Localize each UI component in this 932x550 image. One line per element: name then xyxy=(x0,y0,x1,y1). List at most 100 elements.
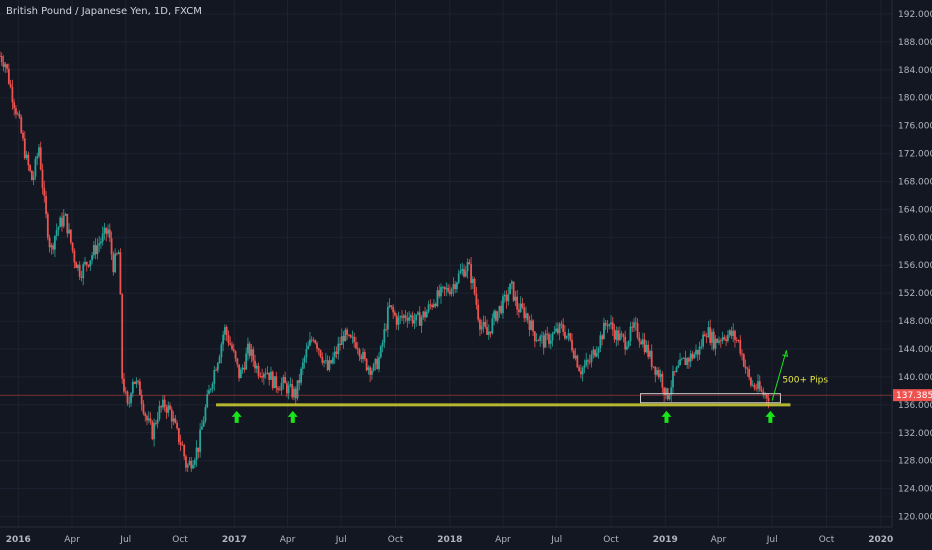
y-tick-label: 140.000 xyxy=(898,373,932,383)
candle-body xyxy=(358,349,361,357)
candle-body xyxy=(592,349,595,355)
candle-body xyxy=(52,245,55,250)
candle-body xyxy=(394,312,396,316)
candle-body xyxy=(379,346,382,358)
candle-body xyxy=(480,325,483,330)
candle-body xyxy=(443,286,446,290)
candle-body xyxy=(562,324,565,332)
candle-body xyxy=(326,360,329,370)
candle-body xyxy=(399,316,402,318)
candle-body xyxy=(509,283,511,295)
candle-body xyxy=(149,418,152,422)
candle-body xyxy=(294,388,297,399)
candle-body xyxy=(293,388,295,398)
candle-body xyxy=(431,305,434,308)
symbol-title[interactable]: British Pound / Japanese Yen, 1D, FXCM xyxy=(6,6,202,17)
y-tick-label: 188.000 xyxy=(898,38,932,48)
candle-body xyxy=(165,407,168,413)
candle-body xyxy=(425,311,428,318)
candle-body xyxy=(66,213,69,234)
candle-body xyxy=(758,381,761,390)
candle-body xyxy=(177,428,180,443)
candle-body xyxy=(98,243,101,246)
candle-body xyxy=(340,336,343,346)
candle-body xyxy=(73,250,76,263)
candle-body xyxy=(643,339,646,353)
candle-body xyxy=(156,419,159,424)
candle-body xyxy=(395,315,398,325)
candle-body xyxy=(167,405,170,413)
candle-body xyxy=(765,394,768,399)
candle-body xyxy=(512,281,515,301)
candle-body xyxy=(417,312,419,315)
candle-body xyxy=(286,383,288,394)
candle-body xyxy=(282,377,285,383)
candle-body xyxy=(718,340,720,343)
candle-body xyxy=(314,340,317,344)
candle-body xyxy=(535,340,538,342)
candle-body xyxy=(406,318,409,321)
candle-body xyxy=(195,447,198,461)
candle-body xyxy=(679,359,681,366)
candle-body xyxy=(273,376,276,389)
candle-body xyxy=(411,315,414,324)
candle-body xyxy=(153,423,155,440)
candle-body xyxy=(680,358,683,360)
candle-body xyxy=(186,464,189,468)
candle-body xyxy=(565,335,568,339)
x-tick-label: 2018 xyxy=(437,535,462,545)
candle-body xyxy=(0,55,1,57)
candle-body xyxy=(739,340,742,354)
candle-body xyxy=(473,278,476,294)
time-axis[interactable]: 2016 Apr Jul Oct 2017 Apr Jul Oct 2018 Apr Jul Oct 2… xyxy=(6,535,894,545)
chart-drawings: 500+ Pips xyxy=(216,350,828,423)
candle-body xyxy=(372,364,375,371)
support-up-arrow-icon xyxy=(231,410,242,423)
candle-body xyxy=(475,293,478,305)
consolidation-box xyxy=(640,393,781,404)
candle-body xyxy=(622,334,625,337)
candle-body xyxy=(555,328,557,332)
candle-body xyxy=(101,233,104,242)
y-tick-label: 156.000 xyxy=(898,261,932,271)
candle-body xyxy=(200,426,203,430)
candle-body xyxy=(464,271,467,277)
candle-body xyxy=(633,322,635,328)
candle-body xyxy=(381,342,384,347)
price-axis[interactable]: 120.000 124.000 128.000 132.000 136.000 140.0… xyxy=(898,10,932,523)
candle-body xyxy=(599,335,602,349)
candle-body xyxy=(689,353,692,362)
candle-body xyxy=(110,238,113,255)
candle-body xyxy=(278,389,281,391)
candle-body xyxy=(657,370,660,378)
candle-body xyxy=(163,399,166,408)
candle-body xyxy=(257,365,260,377)
candle-body xyxy=(291,384,294,398)
candle-body xyxy=(270,371,272,380)
candle-body xyxy=(564,331,566,339)
candle-body xyxy=(46,213,49,238)
current-price-tag-bg xyxy=(893,389,932,402)
candle-body xyxy=(87,264,90,267)
candle-body xyxy=(649,350,651,357)
candle-body xyxy=(121,294,124,379)
candle-body xyxy=(85,261,88,265)
candle-body xyxy=(333,351,336,358)
candle-body xyxy=(641,339,644,345)
candle-body xyxy=(344,329,347,342)
candle-body xyxy=(463,269,465,277)
candle-body xyxy=(349,334,352,338)
candle-body xyxy=(741,353,743,355)
candle-body xyxy=(140,395,143,405)
x-tick-label: 2016 xyxy=(6,535,31,545)
candle-body xyxy=(755,388,758,389)
candle-body xyxy=(183,444,186,457)
candle-body xyxy=(48,237,51,248)
candle-body xyxy=(526,313,529,321)
candle-body xyxy=(29,165,32,171)
candle-body xyxy=(734,330,736,340)
candle-body xyxy=(259,376,262,378)
candle-body xyxy=(438,290,441,297)
candle-body xyxy=(624,336,627,350)
